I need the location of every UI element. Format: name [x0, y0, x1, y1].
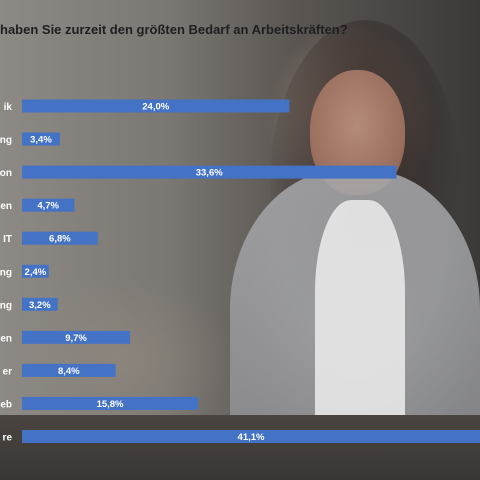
value-label: 41,1%	[238, 432, 265, 443]
category-label: ng	[0, 300, 12, 311]
value-label: 24,0%	[142, 102, 169, 113]
bar	[22, 297, 58, 311]
category-label: ng	[0, 267, 12, 278]
value-label: 8,4%	[58, 366, 80, 377]
bar	[22, 430, 480, 443]
value-label: 3,4%	[30, 135, 52, 146]
category-label: eb	[0, 399, 12, 410]
value-label: 6,8%	[49, 234, 71, 245]
bar	[22, 330, 131, 344]
value-label: 15,8%	[97, 399, 124, 410]
bar	[22, 264, 49, 278]
value-label: 2,4%	[25, 267, 47, 278]
category-label: IT	[3, 234, 12, 245]
photo-person-shirt	[315, 200, 405, 430]
value-label: 4,7%	[37, 201, 59, 212]
category-label: en	[0, 333, 12, 344]
chart-title: haben Sie zurzeit den größten Bedarf an …	[0, 22, 348, 37]
bar	[22, 132, 60, 146]
bar	[22, 165, 397, 179]
bar	[22, 363, 116, 377]
bar	[22, 198, 75, 212]
bar	[22, 99, 290, 113]
photo-table	[0, 415, 480, 480]
value-label: 3,2%	[29, 300, 51, 311]
category-label: ik	[4, 102, 13, 113]
bar	[22, 396, 199, 410]
category-label: on	[0, 168, 12, 179]
value-label: 33,6%	[196, 168, 223, 179]
bar	[22, 231, 98, 245]
category-label: ng	[0, 135, 12, 146]
value-label: 9,7%	[65, 333, 87, 344]
category-label: er	[3, 366, 13, 377]
category-label: re	[3, 433, 13, 444]
category-label: en	[0, 201, 12, 212]
